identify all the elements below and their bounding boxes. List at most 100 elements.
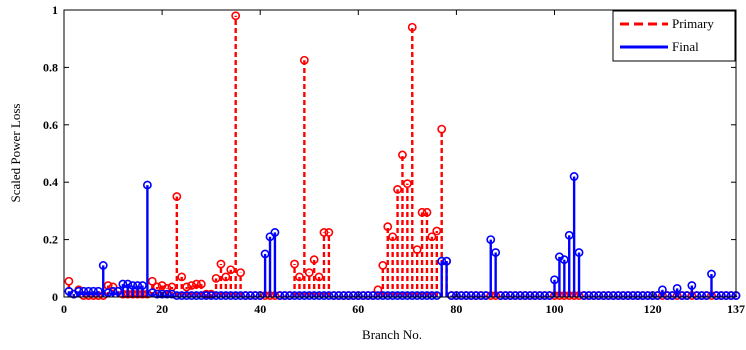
plot-frame bbox=[63, 9, 737, 298]
final-marker bbox=[452, 291, 461, 300]
final-marker bbox=[250, 291, 260, 300]
final-marker bbox=[393, 291, 402, 300]
x-tick-label: 20 bbox=[156, 302, 168, 316]
final-marker bbox=[206, 291, 216, 300]
final-marker bbox=[236, 291, 245, 300]
final-marker bbox=[201, 291, 211, 300]
final-marker bbox=[118, 279, 128, 289]
final-marker bbox=[662, 291, 672, 300]
x-axis-title: Branch No. bbox=[362, 327, 422, 342]
final-marker bbox=[93, 286, 103, 296]
final-marker bbox=[501, 291, 510, 300]
final-marker bbox=[221, 291, 231, 300]
final-marker bbox=[510, 291, 520, 300]
final-marker bbox=[461, 291, 471, 300]
final-marker bbox=[142, 180, 152, 190]
final-marker bbox=[687, 281, 697, 290]
final-marker bbox=[574, 248, 584, 257]
final-marker bbox=[329, 291, 339, 300]
final-marker bbox=[716, 291, 726, 300]
primary-marker bbox=[388, 232, 398, 242]
y-tick-label: 0.8 bbox=[43, 60, 58, 74]
final-marker bbox=[721, 291, 731, 300]
primary-marker bbox=[393, 184, 402, 194]
final-marker bbox=[505, 291, 515, 300]
final-marker bbox=[398, 291, 407, 300]
final-marker bbox=[241, 291, 250, 300]
final-marker bbox=[270, 228, 280, 237]
primary-marker bbox=[417, 207, 427, 217]
x-tick-label: 100 bbox=[546, 302, 564, 316]
primary-marker bbox=[221, 272, 231, 282]
primary-marker bbox=[147, 276, 157, 286]
final-marker bbox=[167, 289, 177, 299]
primary-marker bbox=[412, 245, 422, 255]
primary-marker bbox=[402, 179, 412, 189]
final-marker bbox=[138, 281, 147, 290]
final-marker bbox=[265, 232, 275, 242]
final-marker bbox=[579, 291, 589, 300]
primary-marker bbox=[226, 265, 236, 275]
final-marker bbox=[540, 291, 550, 300]
y-tick-label: 0.4 bbox=[43, 175, 58, 189]
final-marker bbox=[280, 291, 290, 300]
final-marker bbox=[295, 291, 304, 300]
final-marker bbox=[525, 291, 535, 300]
final-marker bbox=[476, 291, 486, 300]
final-marker bbox=[697, 291, 707, 300]
final-marker bbox=[545, 291, 555, 300]
final-marker bbox=[260, 249, 270, 259]
final-marker bbox=[417, 291, 427, 300]
primary-marker bbox=[196, 279, 206, 289]
primary-marker bbox=[172, 192, 182, 201]
final-marker bbox=[447, 291, 456, 300]
final-marker bbox=[559, 255, 569, 265]
final-marker bbox=[368, 291, 378, 300]
final-marker bbox=[147, 288, 157, 298]
final-marker bbox=[388, 291, 398, 300]
final-marker bbox=[594, 291, 604, 300]
final-marker bbox=[334, 291, 344, 300]
final-marker bbox=[89, 286, 98, 296]
final-marker bbox=[196, 291, 206, 300]
primary-marker bbox=[383, 222, 393, 232]
legend-primary-label: Primary bbox=[672, 16, 714, 31]
final-marker bbox=[275, 291, 285, 300]
legend-box bbox=[612, 10, 736, 62]
final-marker bbox=[152, 289, 162, 299]
final-marker bbox=[633, 291, 643, 300]
final-marker bbox=[378, 291, 388, 300]
primary-marker bbox=[314, 272, 324, 282]
final-marker bbox=[123, 279, 133, 289]
final-marker bbox=[707, 269, 716, 279]
final-marker bbox=[79, 286, 89, 296]
final-marker bbox=[481, 291, 491, 300]
final-marker bbox=[589, 291, 599, 300]
final-marker bbox=[520, 291, 530, 300]
final-marker bbox=[324, 291, 334, 300]
final-marker bbox=[157, 289, 167, 299]
final-marker bbox=[584, 291, 594, 300]
primary-marker bbox=[231, 11, 241, 21]
legend: Primary Final bbox=[612, 10, 736, 62]
final-marker bbox=[711, 291, 721, 300]
primary-marker bbox=[398, 150, 407, 160]
primary-marker bbox=[108, 282, 118, 292]
final-marker bbox=[103, 288, 113, 298]
final-marker bbox=[564, 230, 574, 240]
y-axis-ticks: 0 0.2 0.4 0.6 0.8 1 bbox=[43, 3, 736, 304]
final-marker bbox=[128, 281, 138, 290]
final-marker bbox=[569, 172, 579, 181]
primary-marker bbox=[427, 232, 437, 242]
primary-marker bbox=[319, 228, 329, 237]
primary-marker bbox=[162, 283, 172, 293]
final-marker bbox=[226, 291, 236, 300]
y-tick-label: 0.6 bbox=[43, 118, 58, 132]
final-marker bbox=[677, 291, 687, 300]
y-axis-title: Scaled Power Loss bbox=[8, 104, 23, 203]
final-marker bbox=[309, 291, 319, 300]
final-marker bbox=[255, 291, 265, 300]
primary-marker bbox=[407, 22, 417, 32]
primary-marker bbox=[324, 228, 334, 237]
final-marker bbox=[491, 248, 501, 257]
